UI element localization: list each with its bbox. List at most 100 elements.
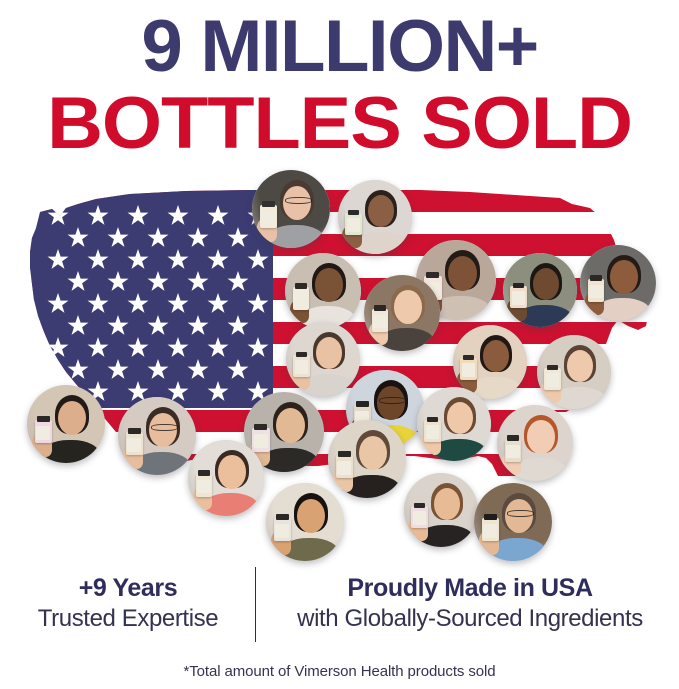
photo-person-glasses — [150, 423, 178, 431]
stats-divider — [255, 567, 256, 642]
customer-photo-5 — [580, 245, 656, 321]
photo-person-torso — [510, 458, 569, 481]
photo-person-face — [610, 260, 638, 294]
customer-photo-12 — [417, 387, 491, 461]
product-bottle-cap — [506, 435, 520, 441]
customer-photo-10 — [537, 335, 611, 409]
product-bottle-cap — [128, 428, 141, 434]
headline-line-2: BOTTLES SOLD — [47, 83, 633, 164]
product-bottle-label — [36, 425, 51, 440]
stat-years-title: +9 Years — [78, 574, 178, 602]
photo-person-face — [482, 339, 510, 373]
product-bottle-label — [412, 511, 427, 525]
stat-years: +9 Years Trusted Expertise — [12, 573, 244, 634]
photo-person-face — [446, 401, 474, 435]
product-bottle-cap — [426, 272, 440, 278]
product-bottle-cap — [373, 305, 387, 311]
product-bottle-label — [511, 291, 526, 305]
product-bottle-label — [461, 363, 476, 377]
product-bottle-label — [253, 433, 268, 448]
photo-person-face — [315, 268, 343, 302]
customer-photo-21 — [474, 483, 552, 561]
product-bottle-cap — [546, 364, 559, 370]
photo-person-torso — [466, 376, 523, 399]
photo-person-face — [367, 194, 395, 228]
photo-person-torso — [351, 231, 408, 254]
customer-photo-7 — [364, 275, 440, 351]
photo-person-glasses — [378, 396, 406, 404]
customer-photo-8 — [286, 322, 360, 396]
photo-person-torso — [516, 304, 573, 327]
product-bottle-label — [294, 360, 309, 374]
product-bottle-cap — [197, 470, 211, 476]
photo-person-torso — [488, 537, 548, 561]
product-bottle-cap — [347, 209, 360, 215]
product-bottle-cap — [294, 283, 308, 289]
product-bottle-cap — [262, 201, 275, 207]
product-bottle-label — [261, 210, 276, 225]
footnote: *Total amount of Vimerson Health product… — [183, 663, 496, 680]
stat-made-in-usa-title: Proudly Made in USA — [347, 574, 593, 602]
customer-photo-17 — [328, 420, 406, 498]
photo-person-torso — [299, 373, 356, 396]
photo-person-torso — [266, 224, 326, 248]
product-bottle-label — [346, 218, 361, 232]
photo-person-torso — [41, 439, 101, 463]
usa-map-with-customer-photos — [0, 168, 679, 561]
product-bottle-cap — [295, 351, 308, 357]
photo-person-torso — [417, 524, 474, 547]
photo-person-glasses — [506, 509, 534, 517]
headline: 9 MILLION+ BOTTLES SOLD — [0, 0, 679, 160]
customer-photo-20 — [404, 473, 478, 547]
photo-person-torso — [430, 438, 487, 461]
product-bottle-cap — [589, 275, 603, 281]
product-bottle-label — [294, 292, 308, 307]
photo-person-face — [566, 349, 594, 383]
customer-photo-15 — [118, 397, 196, 475]
photo-person-face — [527, 420, 555, 454]
photo-person-torso — [280, 537, 340, 561]
customer-photo-13 — [497, 405, 573, 481]
customer-photo-6 — [285, 253, 361, 329]
photo-person-face — [276, 408, 305, 444]
photo-person-torso — [342, 474, 402, 498]
photo-person-torso — [550, 386, 607, 409]
photo-person-face — [297, 498, 326, 533]
stat-made-in-usa: Proudly Made in USA with Globally-Source… — [270, 573, 670, 634]
product-bottle-label — [545, 373, 560, 387]
customer-photo-18 — [188, 440, 264, 516]
photo-person-torso — [377, 328, 436, 351]
customer-photo-1 — [252, 170, 330, 248]
photo-person-face — [315, 336, 343, 370]
product-bottle-cap — [37, 416, 50, 422]
product-bottle-label — [373, 314, 387, 329]
photo-person-torso — [132, 451, 192, 475]
photo-person-face — [58, 400, 87, 435]
stat-years-subtitle: Trusted Expertise — [37, 605, 219, 632]
customer-photo-4 — [503, 253, 577, 327]
trust-badges: +9 Years Trusted Expertise Proudly Made … — [0, 565, 679, 645]
product-bottle-cap — [254, 424, 268, 430]
photo-person-face — [394, 290, 422, 324]
customer-photo-19 — [266, 483, 344, 561]
customer-photo-9 — [453, 325, 527, 399]
customer-photo-14 — [27, 385, 105, 463]
photo-person-face — [448, 256, 477, 292]
photo-person-face — [218, 455, 246, 489]
photo-person-torso — [593, 298, 652, 321]
photo-person-face — [532, 267, 560, 301]
product-bottle-label — [127, 437, 142, 452]
product-bottle-cap — [462, 354, 475, 360]
stat-made-in-usa-subtitle: with Globally-Sourced Ingredients — [297, 605, 643, 632]
product-bottle-label — [337, 460, 352, 475]
customer-photo-2 — [338, 180, 412, 254]
photo-person-torso — [201, 493, 260, 516]
product-bottle-label — [425, 425, 440, 439]
product-bottle-label — [589, 284, 603, 299]
product-bottle-label — [197, 479, 211, 494]
product-bottle-cap — [484, 514, 497, 520]
product-bottle-cap — [356, 401, 369, 407]
product-bottle-cap — [413, 502, 426, 508]
headline-line-1: 9 MILLION+ — [141, 6, 539, 87]
